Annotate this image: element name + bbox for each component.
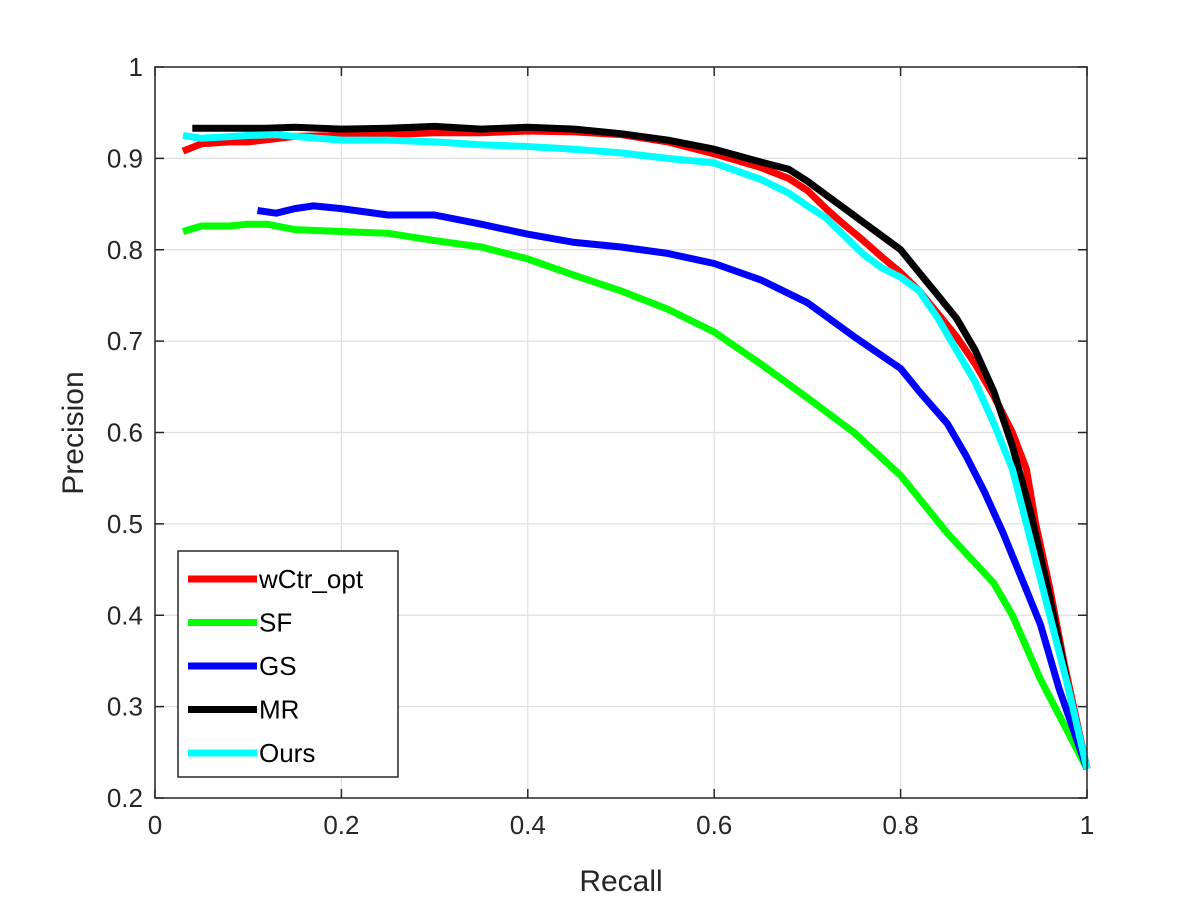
- series-line-ours: [182, 131, 1091, 770]
- y-tick-label: 0.2: [107, 783, 143, 813]
- legend-label-wctr-opt: wCtr_opt: [258, 564, 364, 594]
- y-tick-label: 0.3: [107, 692, 143, 722]
- y-tick-label: 0.5: [107, 509, 143, 539]
- y-tick-label: 0.6: [107, 418, 143, 448]
- legend: wCtr_opt SF GS MR Ours: [177, 550, 399, 778]
- x-tick-label: 0.6: [696, 810, 732, 840]
- x-tick-label: 0: [148, 810, 162, 840]
- y-tick-label: 1: [129, 52, 143, 82]
- legend-label-ours: Ours: [259, 738, 315, 768]
- series-line-gs: [256, 202, 1091, 770]
- y-tick-label: 0.7: [107, 326, 143, 356]
- y-axis-ticks: 0.2 0.3 0.4 0.5 0.6 0.7 0.8 0.9 1: [107, 52, 1087, 813]
- y-tick-label: 0.4: [107, 600, 143, 630]
- x-axis-title: Recall: [579, 865, 662, 898]
- y-tick-label: 0.8: [107, 235, 143, 265]
- legend-label-gs: GS: [259, 651, 297, 681]
- x-axis-ticks: 0 0.2 0.4 0.6 0.8 1: [148, 67, 1094, 840]
- legend-label-sf: SF: [259, 608, 292, 638]
- x-tick-label: 1: [1080, 810, 1094, 840]
- legend-label-mr: MR: [259, 695, 299, 725]
- x-tick-label: 0.2: [323, 810, 359, 840]
- x-tick-label: 0.8: [883, 810, 919, 840]
- series-lines: [181, 122, 1091, 771]
- y-tick-label: 0.9: [107, 143, 143, 173]
- x-tick-label: 0.4: [510, 810, 546, 840]
- series-line-mr: [192, 122, 1091, 770]
- series-line-sf: [182, 220, 1091, 771]
- y-axis-title: Precision: [57, 371, 90, 494]
